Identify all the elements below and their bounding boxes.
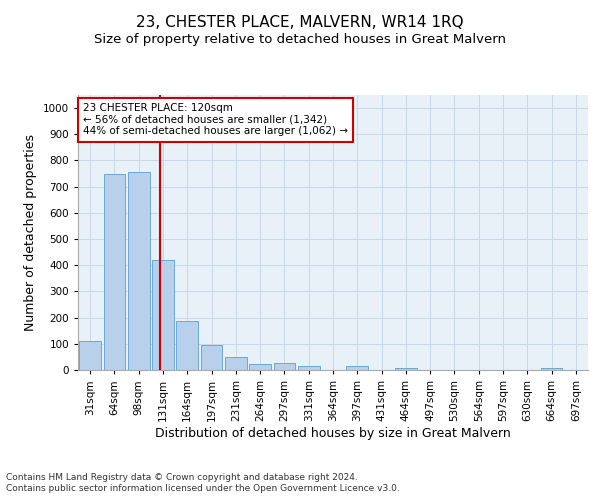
Bar	[249, 364, 271, 370]
Bar	[79, 340, 101, 370]
Bar	[200, 344, 223, 370]
X-axis label: Distribution of detached houses by size in Great Malvern: Distribution of detached houses by size …	[155, 426, 511, 440]
Bar	[298, 366, 320, 370]
Bar	[395, 368, 417, 370]
Y-axis label: Number of detached properties: Number of detached properties	[24, 134, 37, 331]
Bar	[176, 321, 198, 370]
Bar	[104, 174, 125, 370]
Text: 23, CHESTER PLACE, MALVERN, WR14 1RQ: 23, CHESTER PLACE, MALVERN, WR14 1RQ	[136, 15, 464, 30]
Text: Contains HM Land Registry data © Crown copyright and database right 2024.: Contains HM Land Registry data © Crown c…	[6, 472, 358, 482]
Text: 23 CHESTER PLACE: 120sqm
← 56% of detached houses are smaller (1,342)
44% of sem: 23 CHESTER PLACE: 120sqm ← 56% of detach…	[83, 104, 348, 136]
Bar	[225, 358, 247, 370]
Bar	[346, 366, 368, 370]
Bar	[152, 260, 174, 370]
Text: Contains public sector information licensed under the Open Government Licence v3: Contains public sector information licen…	[6, 484, 400, 493]
Bar	[274, 363, 295, 370]
Bar	[541, 368, 562, 370]
Text: Size of property relative to detached houses in Great Malvern: Size of property relative to detached ho…	[94, 32, 506, 46]
Bar	[128, 172, 149, 370]
